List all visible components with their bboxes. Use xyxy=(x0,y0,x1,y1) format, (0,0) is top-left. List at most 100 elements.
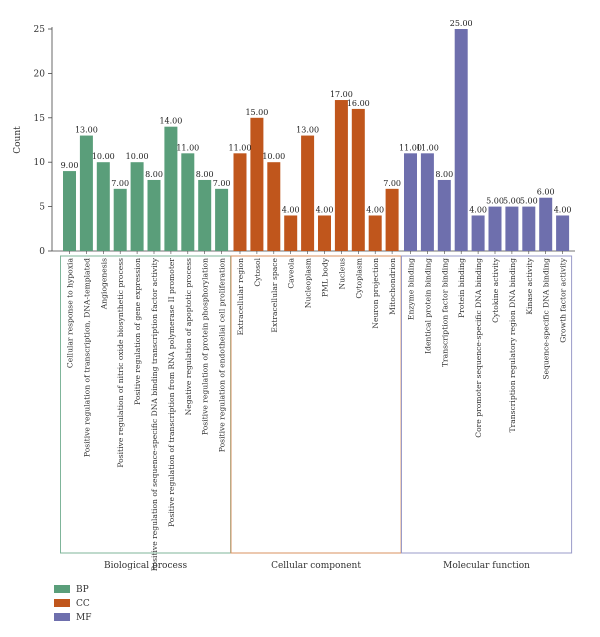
category-label: Positive regulation of transcription fro… xyxy=(167,258,176,527)
category-label: Positive regulation of endothelial cell … xyxy=(218,258,227,452)
value-label: 4.00 xyxy=(469,205,487,214)
value-label: 9.00 xyxy=(61,161,79,170)
value-label: 4.00 xyxy=(316,205,334,214)
category-label: Nucleus xyxy=(337,258,346,290)
value-label: 16.00 xyxy=(347,99,370,108)
bar-cc xyxy=(267,162,281,251)
category-label: Neuron projection xyxy=(371,258,380,329)
bars xyxy=(63,29,570,251)
bar-cc xyxy=(233,153,247,251)
value-label: 8.00 xyxy=(196,170,214,179)
bar-cc xyxy=(250,117,264,251)
value-labels: 9.00 13.00 10.00 7.00 10.00 8.00 14.00 11.00 8.0… xyxy=(61,19,572,214)
category-label: Negative regulation of apoptotic process xyxy=(184,258,193,415)
value-label: 8.00 xyxy=(435,170,453,179)
category-label: Positive regulation of sequence-specific… xyxy=(150,257,159,571)
category-label: PML body xyxy=(321,257,330,297)
bar-cc xyxy=(318,215,331,251)
value-label: 13.00 xyxy=(296,126,319,135)
group-label: Cellular component xyxy=(271,561,361,571)
value-label: 5.00 xyxy=(486,197,504,206)
category-label: Sequence-specific DNA binding xyxy=(542,258,551,380)
legend-label: CC xyxy=(76,599,90,609)
bar-mf xyxy=(471,215,485,251)
value-label: 10.00 xyxy=(92,152,115,161)
bar-mf xyxy=(437,179,451,251)
y-tick-label: 25 xyxy=(34,25,46,35)
bar-bp xyxy=(130,162,144,251)
value-label: 7.00 xyxy=(213,179,231,188)
value-label: 10.00 xyxy=(262,152,285,161)
bar-bp xyxy=(113,188,127,251)
category-label: Cellular response to hypoxia xyxy=(66,258,75,369)
y-axis-title: Count xyxy=(13,126,23,154)
y-tick-label: 10 xyxy=(34,158,46,168)
value-label: 11.00 xyxy=(399,143,422,152)
category-label: Growth factor activity xyxy=(559,257,568,342)
y-tick-label: 20 xyxy=(34,69,46,79)
bar-mf xyxy=(454,29,468,251)
y-tick-label: 5 xyxy=(39,203,45,213)
legend-swatch-bp xyxy=(54,585,70,593)
category-label: Positive regulation of protein phosphory… xyxy=(201,258,210,435)
category-label: Positive regulation of transcription, DN… xyxy=(82,258,91,457)
category-label: Cytokine activity xyxy=(491,257,500,323)
category-label: Positive regulation of gene expression xyxy=(133,258,142,405)
bar-bp xyxy=(198,179,212,251)
bar-bp xyxy=(63,171,76,251)
value-label: 4.00 xyxy=(554,205,572,214)
bar-cc xyxy=(385,188,399,251)
legend-label: BP xyxy=(76,585,89,595)
category-labels: Cellular response to hypoxia Positive reg… xyxy=(66,257,568,571)
value-label: 25.00 xyxy=(450,19,473,28)
value-label: 8.00 xyxy=(145,170,163,179)
bar-cc xyxy=(301,135,315,251)
value-label: 11.00 xyxy=(176,143,199,152)
legend-label: MF xyxy=(76,613,91,623)
category-label: Extracellular region xyxy=(236,258,245,336)
value-label: 5.00 xyxy=(520,197,538,206)
value-label: 6.00 xyxy=(537,188,555,197)
bar-bp xyxy=(181,153,195,251)
value-label: 7.00 xyxy=(111,179,129,188)
bar-bp xyxy=(96,162,110,251)
category-label: Angiogenesis xyxy=(99,258,108,310)
value-label: 4.00 xyxy=(366,205,384,214)
group-boxes: Biological process Cellular component Mole… xyxy=(60,255,573,571)
bar-cc xyxy=(368,215,382,251)
value-label: 17.00 xyxy=(330,90,353,99)
category-label: Kinase activity xyxy=(525,257,534,314)
bar-mf xyxy=(556,215,570,251)
category-label: Enzyme binding xyxy=(407,258,416,320)
bar-mf xyxy=(505,206,519,251)
category-label: Cytoplasm xyxy=(354,258,363,299)
group-box-mf xyxy=(401,255,573,554)
bar-bp xyxy=(164,126,178,251)
value-label: 15.00 xyxy=(245,108,268,117)
legend-swatch-cc xyxy=(54,599,70,607)
bar-cc xyxy=(351,108,365,251)
y-tick-label: 15 xyxy=(34,114,46,124)
bar-mf xyxy=(488,206,502,251)
value-label: 14.00 xyxy=(159,117,182,126)
value-label: 11.00 xyxy=(229,143,252,152)
bar-mf xyxy=(539,197,553,251)
bar-bp xyxy=(215,188,229,251)
value-label: 5.00 xyxy=(503,197,521,206)
bar-bp xyxy=(147,179,161,251)
category-label: Cytosol xyxy=(253,257,262,286)
value-label: 13.00 xyxy=(75,126,98,135)
bar-cc xyxy=(334,100,348,251)
category-label: Mitochondrion xyxy=(388,258,397,315)
category-label: Identical protein binding xyxy=(423,258,432,354)
bar-mf xyxy=(522,206,536,251)
category-label: Core promoter sequence-specific DNA bind… xyxy=(474,258,483,438)
value-label: 7.00 xyxy=(383,179,401,188)
legend: BP CC MF xyxy=(54,585,91,623)
category-label: Nucleoplasm xyxy=(304,258,313,308)
bar-mf xyxy=(404,153,417,251)
category-label: Transcription regulatory region DNA bind… xyxy=(508,258,517,433)
category-label: Protein binding xyxy=(457,258,466,318)
group-label: Molecular function xyxy=(443,561,530,571)
